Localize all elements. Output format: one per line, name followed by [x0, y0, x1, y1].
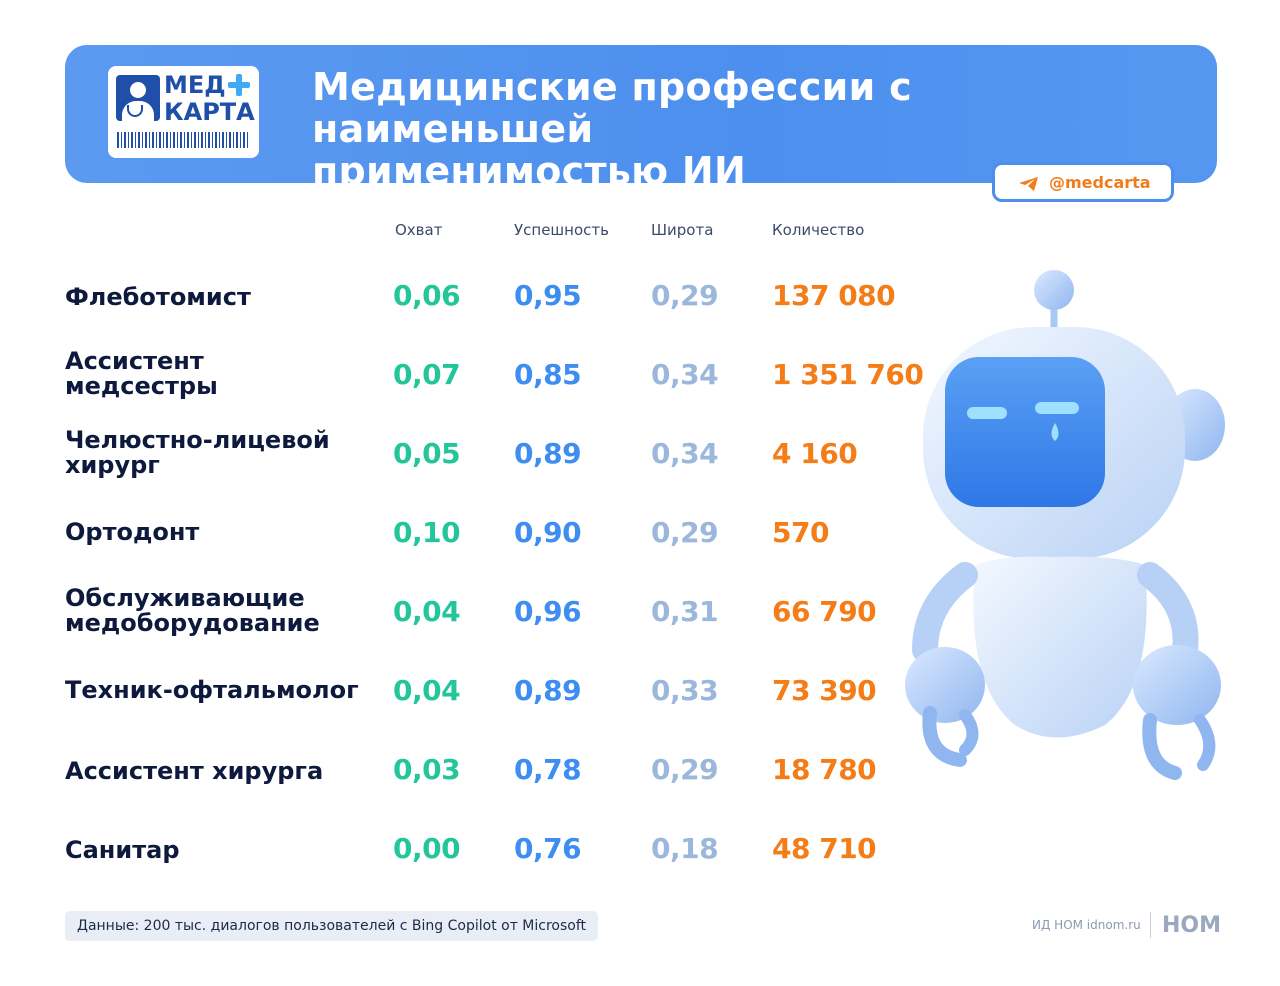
- telegram-icon: [1019, 177, 1038, 191]
- success-value: 0,96: [514, 595, 582, 628]
- column-header-count: Количество: [772, 221, 865, 239]
- profession-name: Флеботомист: [65, 283, 251, 311]
- table-row: Челюстно-лицевой хирург 0,05 0,89 0,34 4 …: [0, 420, 960, 490]
- profession-name: Челюстно-лицевой хирург: [65, 426, 330, 479]
- count-value: 1 351 760: [772, 358, 924, 391]
- profession-name: Техник-офтальмолог: [65, 676, 359, 704]
- table-row: Техник-офтальмолог 0,04 0,89 0,33 73 390: [0, 657, 960, 727]
- success-value: 0,95: [514, 279, 582, 312]
- success-value: 0,89: [514, 674, 582, 707]
- data-source-note: Данные: 200 тыс. диалогов пользователей …: [65, 911, 599, 941]
- column-header-success: Успешность: [514, 221, 609, 239]
- coverage-value: 0,10: [393, 516, 461, 549]
- width-value: 0,29: [651, 516, 719, 549]
- divider: [1150, 912, 1151, 938]
- profession-name: Ортодонт: [65, 518, 200, 546]
- success-value: 0,85: [514, 358, 582, 391]
- barcode-icon: [117, 132, 249, 148]
- width-value: 0,29: [651, 279, 719, 312]
- medcarta-logo: МЕД КАРТА: [108, 66, 259, 158]
- robot-illustration: [905, 270, 1225, 780]
- profession-name: Обслуживающие медоборудование: [65, 584, 320, 637]
- nom-logo: НОМ: [1162, 913, 1222, 938]
- profession-name: Санитар: [65, 836, 180, 864]
- count-value: 48 710: [772, 832, 877, 865]
- coverage-value: 0,07: [393, 358, 461, 391]
- coverage-value: 0,04: [393, 595, 461, 628]
- table-row: Ортодонт 0,10 0,90 0,29 570: [0, 499, 960, 569]
- coverage-value: 0,04: [393, 674, 461, 707]
- profession-name: Ассистент медсестры: [65, 347, 218, 400]
- handle-text: @medcarta: [1049, 173, 1151, 192]
- coverage-value: 0,05: [393, 437, 461, 470]
- success-value: 0,78: [514, 753, 582, 786]
- count-value: 137 080: [772, 279, 896, 312]
- coverage-value: 0,03: [393, 753, 461, 786]
- width-value: 0,31: [651, 595, 719, 628]
- table-row: Санитар 0,00 0,76 0,18 48 710: [0, 815, 960, 885]
- profession-name: Ассистент хирурга: [65, 757, 324, 785]
- logo-text: МЕД КАРТА: [164, 71, 255, 126]
- telegram-handle[interactable]: @medcarta: [992, 162, 1174, 202]
- publisher-credit: ИД НОМ idnom.ru: [1032, 918, 1141, 932]
- success-value: 0,90: [514, 516, 582, 549]
- width-value: 0,18: [651, 832, 719, 865]
- table-row: Обслуживающие медоборудование 0,04 0,96 0…: [0, 578, 960, 648]
- page-title: Медицинские профессии с наименьшей приме…: [312, 65, 912, 193]
- column-header-width: Широта: [651, 221, 714, 239]
- width-value: 0,33: [651, 674, 719, 707]
- doctor-icon: [116, 75, 160, 121]
- count-value: 18 780: [772, 753, 877, 786]
- count-value: 570: [772, 516, 829, 549]
- success-value: 0,76: [514, 832, 582, 865]
- count-value: 4 160: [772, 437, 858, 470]
- column-header-coverage: Охват: [395, 221, 443, 239]
- table-row: Ассистент медсестры 0,07 0,85 0,34 1 351 …: [0, 341, 960, 411]
- width-value: 0,34: [651, 358, 719, 391]
- count-value: 73 390: [772, 674, 877, 707]
- width-value: 0,34: [651, 437, 719, 470]
- table-row: Ассистент хирурга 0,03 0,78 0,29 18 780: [0, 736, 960, 806]
- table-row: Флеботомист 0,06 0,95 0,29 137 080: [0, 262, 960, 332]
- width-value: 0,29: [651, 753, 719, 786]
- coverage-value: 0,00: [393, 832, 461, 865]
- success-value: 0,89: [514, 437, 582, 470]
- coverage-value: 0,06: [393, 279, 461, 312]
- count-value: 66 790: [772, 595, 877, 628]
- plus-icon: [228, 74, 250, 96]
